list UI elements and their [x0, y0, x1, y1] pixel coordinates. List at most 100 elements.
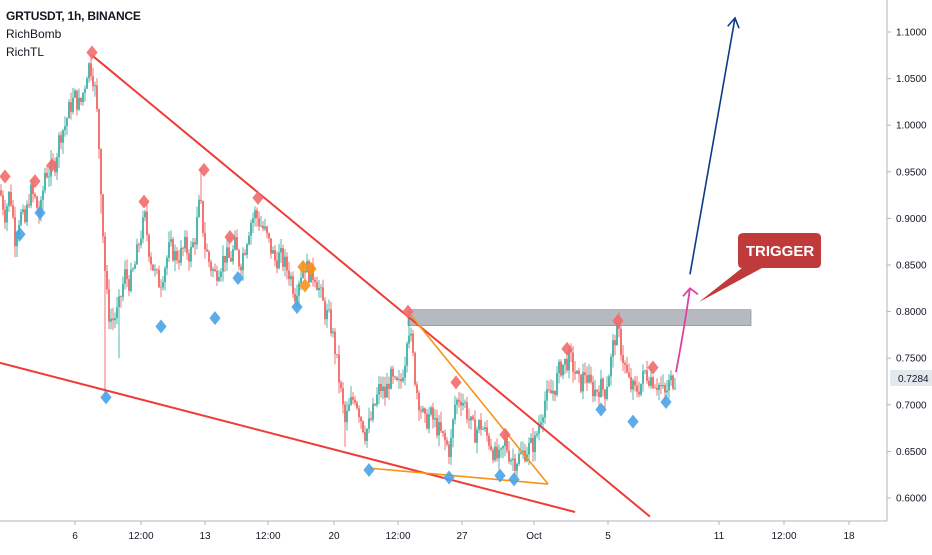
- time-axis[interactable]: 6 12:00 13 12:00 20 12:00 27 Oct 5 11 12:00 18: [0, 520, 887, 542]
- candle-body: [544, 400, 546, 418]
- candle-body: [22, 209, 24, 213]
- candle-body: [352, 397, 354, 400]
- candle-body: [596, 389, 598, 392]
- candle-body: [412, 333, 414, 353]
- candle-body: [96, 85, 98, 110]
- candle-body: [398, 379, 400, 381]
- candle-body: [560, 361, 562, 376]
- candle-body: [506, 438, 508, 451]
- candle-body: [340, 382, 342, 389]
- candle-body: [500, 448, 502, 450]
- candle-body: [4, 209, 6, 223]
- time-tick-label: 13: [199, 531, 211, 542]
- candle-body: [648, 380, 650, 386]
- signal-markers: [0, 45, 672, 487]
- candle-body: [210, 262, 212, 271]
- candle-body: [646, 370, 648, 381]
- candle-body: [420, 410, 422, 412]
- candle-body: [390, 368, 392, 389]
- candle-body: [76, 90, 78, 110]
- upper-wedge-line[interactable]: [91, 54, 651, 518]
- candle-body: [530, 438, 532, 443]
- candle-body: [630, 377, 632, 390]
- symbol-title[interactable]: GRTUSDT, 1h, BINANCE: [6, 9, 141, 23]
- price-tick-label: 0.8000: [896, 307, 927, 318]
- trigger-arrow-head[interactable]: [682, 287, 699, 297]
- candle-body: [36, 196, 38, 209]
- sell-signal-diamond: [138, 194, 150, 209]
- candle-body: [520, 452, 522, 454]
- candle-body: [494, 446, 496, 461]
- triangle-lower-line[interactable]: [369, 467, 549, 485]
- candle-body: [392, 368, 394, 377]
- candle-body: [430, 407, 432, 415]
- candle-body: [248, 235, 250, 245]
- time-tick-label: 5: [605, 531, 611, 542]
- time-tick-label: 12:00: [771, 531, 796, 542]
- candle-body: [598, 391, 600, 398]
- candle-body: [538, 424, 540, 434]
- trigger-label-shape: [699, 233, 821, 302]
- candle-body: [576, 370, 578, 374]
- candle-body: [404, 365, 406, 378]
- candle-body: [220, 271, 222, 278]
- candle-body: [278, 252, 280, 269]
- price-axis[interactable]: 0.6000 0.6500 0.7000 0.7500 0.8000 0.8500 0.90…: [886, 0, 927, 521]
- candle-body: [294, 293, 296, 302]
- candle-body: [442, 430, 444, 434]
- candle-body: [534, 435, 536, 453]
- sell-signal-diamond: [647, 360, 659, 375]
- special-signal-diamond: [299, 278, 311, 293]
- candle-body: [658, 384, 660, 390]
- candle-body: [300, 277, 302, 284]
- candle-body: [218, 277, 220, 281]
- candle-body: [14, 217, 16, 247]
- candle-body: [60, 135, 62, 143]
- candle-body: [236, 237, 238, 251]
- target-arrow-head[interactable]: [727, 16, 740, 29]
- candle-body: [644, 370, 646, 372]
- trendlines[interactable]: [0, 54, 651, 518]
- candle-body: [268, 233, 270, 239]
- candle-body: [462, 403, 464, 406]
- candle-body: [290, 276, 292, 280]
- candle-body: [70, 102, 72, 112]
- candle-body: [364, 431, 366, 442]
- candle-body: [400, 379, 402, 382]
- candle-body: [582, 372, 584, 392]
- triangle-upper-line[interactable]: [407, 311, 549, 485]
- buy-signal-diamond: [34, 205, 46, 220]
- candle-body: [528, 442, 530, 455]
- candle-body: [186, 236, 188, 254]
- candle-body: [664, 385, 666, 393]
- indicator-richtl[interactable]: RichTL: [6, 45, 45, 59]
- candle-body: [114, 317, 116, 321]
- candle-body: [550, 390, 552, 394]
- candle-body: [656, 387, 658, 390]
- candle-body: [668, 380, 670, 391]
- candle-body: [650, 377, 652, 386]
- candle-body: [162, 282, 164, 288]
- candle-body: [332, 331, 334, 334]
- lower-wedge-line[interactable]: [0, 361, 576, 513]
- trigger-arrow-shaft[interactable]: [675, 288, 691, 373]
- target-arrow-shaft[interactable]: [689, 17, 736, 275]
- candle-body: [456, 399, 458, 405]
- sell-signal-diamond: [252, 190, 264, 205]
- sell-signal-diamond: [198, 162, 210, 177]
- candle-body: [336, 354, 338, 355]
- sell-signal-diamond: [499, 427, 511, 442]
- candle-body: [432, 407, 434, 420]
- candle-body: [108, 289, 110, 322]
- candle-body: [366, 428, 368, 442]
- projection-arrows[interactable]: [675, 16, 740, 373]
- price-tick-label: 1.0000: [896, 121, 927, 132]
- candle-body: [514, 458, 516, 471]
- candle-body: [628, 372, 630, 378]
- candle-body: [320, 287, 322, 289]
- buy-signal-diamond: [494, 468, 506, 483]
- trigger-callout[interactable]: TRIGGER: [699, 233, 821, 302]
- indicator-richbomb[interactable]: RichBomb: [6, 27, 62, 41]
